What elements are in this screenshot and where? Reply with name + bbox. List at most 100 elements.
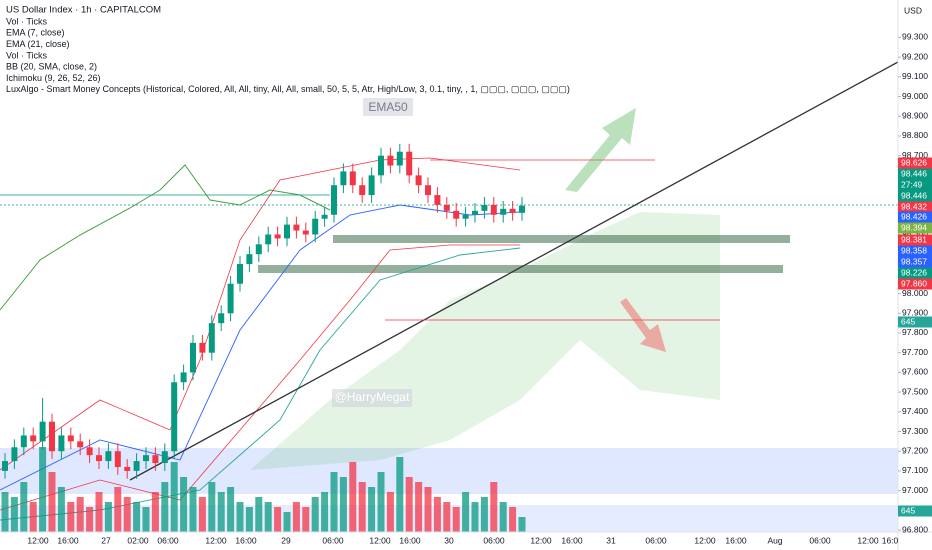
volume-bar — [471, 502, 479, 532]
volume-bar — [67, 502, 75, 532]
candle-body — [246, 254, 253, 265]
candle-body — [368, 175, 375, 196]
candle-body — [58, 435, 65, 452]
candle-body — [481, 204, 488, 211]
price-tag-label: 98.357 — [901, 256, 927, 266]
x-tick-label: 06:00 — [483, 535, 505, 545]
volume-bar — [302, 507, 310, 532]
volume-bar — [180, 477, 188, 532]
candle-body — [406, 151, 413, 176]
candle-body — [453, 210, 460, 219]
candle-body — [124, 466, 131, 471]
volume-bar — [499, 502, 507, 532]
y-tick-label: 97.300 — [902, 426, 928, 436]
y-tick-label: 98.000 — [902, 288, 928, 298]
x-tick-label: 12:00 — [694, 535, 716, 545]
candle-body — [349, 171, 356, 186]
x-tick-label: 06:00 — [157, 535, 179, 545]
x-tick-label: 12:00 — [530, 535, 552, 545]
candle-body — [378, 155, 384, 176]
candle-body — [30, 435, 37, 442]
candle-body — [218, 313, 225, 324]
candle-body — [20, 435, 27, 448]
volume-bar — [443, 502, 451, 532]
volume-bar — [114, 487, 122, 532]
price-tag — [898, 222, 932, 234]
price-tag — [898, 505, 932, 517]
candle-body — [500, 208, 507, 215]
x-tick-label: 16:0 — [882, 535, 899, 545]
volume-bar — [509, 507, 517, 532]
candle-body — [284, 224, 290, 239]
x-tick-label: 12:00 — [369, 535, 391, 545]
price-tag — [898, 278, 932, 290]
y-tick-label: 99.000 — [902, 91, 928, 101]
x-tick-label: 29 — [281, 535, 291, 545]
candle-body — [161, 451, 168, 464]
candle-body — [190, 342, 196, 373]
volume-bar — [161, 482, 169, 532]
volume-bar — [490, 482, 498, 532]
candle-body — [425, 185, 431, 196]
bollinger-lower — [0, 244, 520, 511]
support-zone — [333, 235, 790, 243]
candle-body — [67, 435, 74, 442]
volume-bar — [452, 507, 460, 532]
price-tag-label: 98.626 — [901, 157, 927, 167]
bollinger-upper — [0, 157, 521, 471]
indicator-label: Vol · Ticks — [6, 16, 48, 26]
candle-body — [462, 214, 469, 219]
volume-bar — [29, 502, 37, 532]
candle-body — [49, 421, 55, 452]
volume-bar — [189, 487, 197, 532]
candle-body — [490, 204, 497, 215]
candle-body — [274, 234, 281, 239]
volume-bar — [339, 477, 347, 532]
candle-body — [237, 264, 243, 284]
candle-body — [255, 244, 262, 255]
candle-body — [105, 451, 112, 462]
x-tick-label: 12:00 — [857, 535, 879, 545]
volume-bar — [236, 502, 244, 532]
indicator-label: EMA (7, close) — [6, 28, 65, 38]
indicator-label: EMA (21, close) — [6, 39, 70, 49]
candle-body — [434, 195, 441, 205]
volume-bar — [274, 507, 282, 532]
y-tick-label: 99.100 — [902, 71, 928, 81]
y-tick-label: 97.800 — [902, 327, 928, 337]
volume-bar — [170, 462, 178, 532]
y-tick-label: 98.300 — [902, 229, 928, 239]
price-tag — [898, 316, 932, 328]
x-tick-label: 12:00 — [27, 535, 49, 545]
volume-bar — [292, 502, 300, 532]
candle-body — [86, 447, 93, 456]
volume-bar — [39, 447, 47, 532]
y-tick-label: 98.800 — [902, 130, 928, 140]
price-tag — [898, 211, 932, 223]
price-tag — [898, 245, 932, 257]
price-tag-label: 27:49 — [901, 179, 923, 189]
volume-bar — [349, 462, 357, 532]
volume-bar — [208, 482, 216, 532]
volume-bar — [76, 497, 84, 532]
watermark: @HarryMegat — [335, 390, 411, 404]
x-tick-label: 16:00 — [561, 535, 583, 545]
price-tag-label: 98.358 — [901, 245, 927, 255]
watermark-box — [332, 389, 412, 407]
volume-bar — [283, 512, 291, 532]
volume-bar — [255, 497, 263, 532]
currency: USD — [904, 5, 922, 15]
price-tag-label: 98.446 — [901, 168, 927, 178]
lagging-span — [0, 164, 331, 311]
candle-body — [96, 455, 102, 462]
x-tick-label: 06:00 — [809, 535, 831, 545]
ema-label: EMA50 — [368, 100, 408, 114]
volume-bar — [86, 507, 94, 532]
indicator-label: Vol · Ticks — [6, 50, 48, 60]
y-tick-label: 97.000 — [902, 485, 928, 495]
volume-bar — [57, 487, 65, 532]
x-tick-label: Aug — [767, 535, 782, 545]
x-tick-label: 27 — [101, 535, 111, 545]
price-tag-label: 98.381 — [901, 234, 927, 244]
